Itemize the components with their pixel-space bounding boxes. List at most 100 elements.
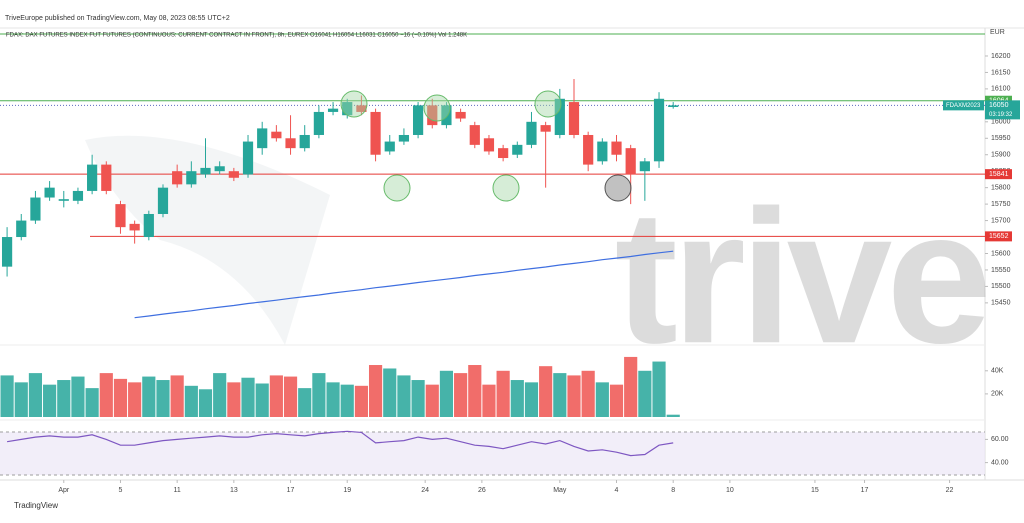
watermark: trive: [615, 171, 987, 383]
currency: EUR: [990, 29, 1005, 36]
volume-bar: [227, 382, 241, 417]
volume-bar: [454, 373, 468, 417]
annotations: [340, 90, 632, 202]
x-tick-label: 8: [671, 487, 675, 494]
volume-bar: [28, 373, 43, 417]
volume-bar: [198, 389, 213, 417]
rsi-tick-label: 60.00: [991, 436, 1009, 443]
candle-body: [653, 98, 665, 162]
candle-body: [214, 166, 225, 172]
volume-bar: [71, 376, 85, 417]
candle-body: [186, 171, 197, 185]
x-tick-label: 4: [615, 487, 619, 494]
candle-body: [172, 171, 183, 185]
x-tick-label: Apr: [58, 487, 70, 494]
volume-bar: [57, 380, 71, 417]
candle-body: [115, 204, 126, 228]
volume-bar: [326, 382, 340, 417]
candle-body: [299, 134, 310, 149]
y-tick-label: 16100: [991, 86, 1011, 93]
candle-body: [540, 125, 551, 132]
candle-body: [342, 102, 353, 116]
candle-body: [16, 220, 27, 238]
volume-bar: [43, 384, 57, 417]
x-tick-label: 13: [230, 487, 238, 494]
candle-body: [625, 148, 636, 175]
volume-bar: [213, 373, 227, 417]
candle-body: [327, 108, 339, 112]
volume-bar: [283, 376, 298, 417]
x-tick-label: 10: [726, 487, 734, 494]
level-label: 15841: [989, 171, 1009, 178]
candle-body: [242, 141, 254, 175]
volume-bar: [142, 376, 156, 417]
volume-bar: [156, 380, 170, 417]
x-tick-label: May: [553, 487, 567, 494]
candle-body: [554, 98, 565, 135]
annotation-circle: [604, 174, 632, 202]
volume-bar: [241, 377, 255, 417]
volume-bar: [128, 382, 142, 417]
candle-body: [143, 213, 154, 238]
volume-bar: [482, 384, 496, 417]
volume-bar: [312, 373, 326, 417]
volume-bar: [468, 365, 482, 417]
volume-bar: [85, 388, 99, 417]
symbol-tag: FDAXM2023: [946, 103, 981, 109]
symbol-tag-bg: [943, 100, 984, 111]
volume-bar: [298, 388, 312, 417]
candle-body: [469, 125, 480, 145]
annotation-circle: [340, 90, 368, 118]
candle-body: [568, 102, 580, 135]
candle-body: [639, 161, 650, 172]
candle-body: [441, 105, 452, 126]
candle-body: [512, 144, 523, 155]
volume-bar: [340, 384, 354, 417]
candle-body: [200, 167, 211, 175]
candle-body: [72, 190, 84, 201]
volume-bar: [184, 385, 198, 417]
volume-bar: [524, 382, 539, 417]
y-tick-label: 15800: [991, 184, 1011, 191]
x-tick-label: 22: [946, 487, 954, 494]
last-price-tag: [985, 100, 1020, 120]
x-tick-label: 17: [861, 487, 869, 494]
annotation-circle: [534, 90, 562, 118]
volume-bar: [383, 368, 397, 417]
candle-body: [597, 141, 608, 162]
volume-bar: [354, 385, 368, 417]
volume-bar: [269, 375, 283, 417]
countdown: 03:19:32: [989, 112, 1013, 118]
volume-bar: [14, 382, 28, 417]
candle-body: [228, 171, 239, 178]
y-tick-label: 15750: [991, 201, 1011, 208]
volume-bar: [496, 370, 510, 417]
candle-body: [1, 237, 13, 267]
volume-bar: [539, 366, 553, 417]
rsi-line: [7, 430, 674, 457]
marks: 16200 16150 16100 16050 16000 15950 15900 15 8 5 0…: [0, 53, 1020, 494]
candle-body: [313, 111, 324, 135]
footer: TradingView: [14, 501, 58, 510]
candle-body: [583, 134, 594, 165]
volume-bar: [170, 375, 184, 417]
y-tick-label: 15500: [991, 283, 1011, 290]
x-tick-label: 19: [343, 487, 351, 494]
candle-body: [455, 111, 466, 119]
candle-body: [285, 138, 296, 149]
volume-bar: [411, 380, 425, 417]
publisher: TriveEurope published on TradingView.com…: [5, 15, 230, 22]
level-tag: [985, 169, 1012, 180]
volume-bar: [368, 365, 383, 417]
x-tick-label: 26: [478, 487, 486, 494]
candle-body: [526, 121, 537, 145]
candle-body: [271, 131, 282, 139]
candle-body: [87, 164, 98, 191]
y-tick-label: 15700: [991, 217, 1011, 224]
candle-body: [30, 197, 41, 221]
y-tick-label: 15950: [991, 135, 1011, 142]
volume-bar: [113, 378, 128, 417]
volume-bar: [666, 414, 680, 417]
volume-bar: [397, 375, 411, 417]
